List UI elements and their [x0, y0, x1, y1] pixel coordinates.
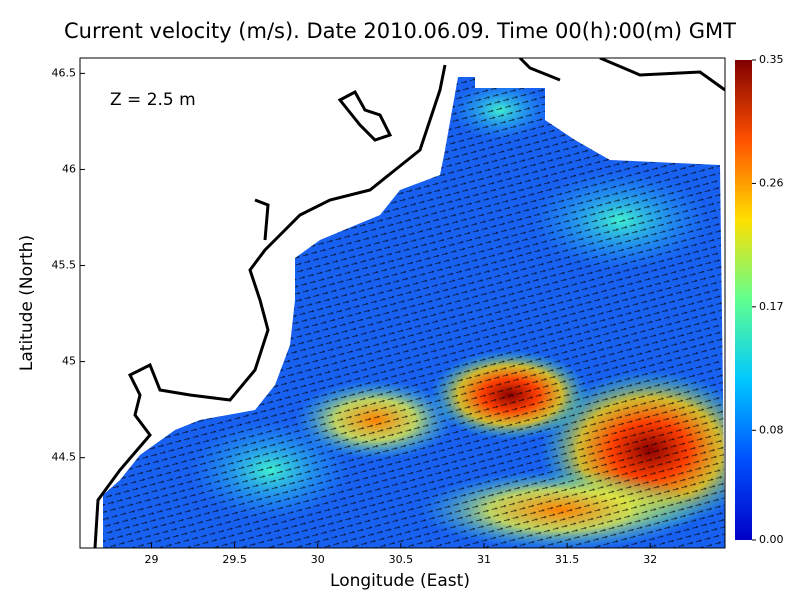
y-tick-label: 45 — [62, 355, 76, 368]
x-tick-label: 31 — [477, 553, 491, 566]
title: Current velocity (m/s). Date 2010.06.09.… — [64, 19, 736, 43]
coastline — [337, 89, 393, 142]
colorbar-tick-label: 0.00 — [759, 533, 784, 546]
colorbar — [735, 60, 752, 540]
coastline — [254, 58, 725, 241]
x-tick-label: 29.5 — [222, 553, 247, 566]
plot-frame — [79, 57, 726, 549]
x-tick-label: 30 — [311, 553, 325, 566]
x-tick-label: 29 — [144, 553, 158, 566]
y-axis-label: Latitude (North) — [17, 235, 37, 371]
depth-annotation: Z = 2.5 m — [110, 90, 196, 110]
colorbar-tick-label: 0.08 — [759, 423, 784, 436]
x-tick-label: 31.5 — [555, 553, 580, 566]
coastline — [93, 64, 447, 548]
colorbar-tick-label: 0.17 — [759, 300, 784, 313]
y-tick-label: 45.5 — [52, 259, 77, 272]
colorbar-tick-label: 0.35 — [759, 53, 784, 66]
velocity-field — [93, 58, 725, 548]
y-tick-label: 44.5 — [52, 451, 77, 464]
x-axis-label: Longitude (East) — [330, 571, 470, 591]
y-tick-label: 46 — [62, 162, 76, 175]
x-tick-label: 32 — [643, 553, 657, 566]
colorbar-tick-label: 0.26 — [759, 176, 784, 189]
y-tick-label: 46.5 — [52, 66, 77, 79]
x-tick-label: 30.5 — [389, 553, 414, 566]
